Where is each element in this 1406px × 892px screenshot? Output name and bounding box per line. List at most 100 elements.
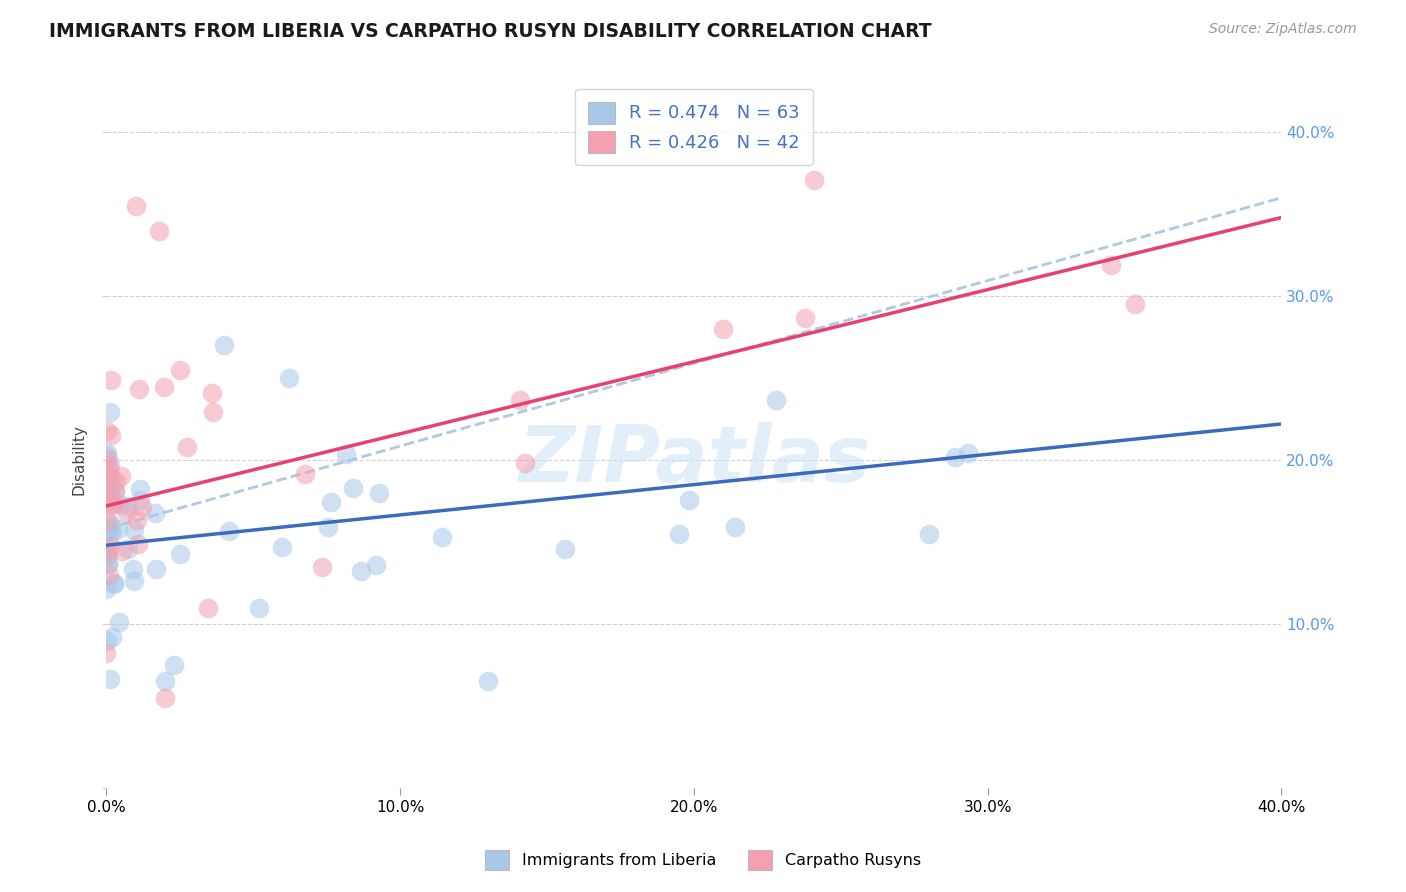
Point — [342, 481, 364, 495]
Point — [107, 522, 129, 536]
Point — [98, 523, 121, 537]
Point — [100, 472, 122, 486]
Point — [724, 520, 747, 534]
Point — [98, 461, 121, 475]
Point — [110, 469, 132, 483]
Point — [97, 533, 120, 547]
Point — [169, 363, 191, 377]
Point — [957, 446, 980, 460]
Point — [100, 498, 122, 512]
Point — [104, 483, 127, 497]
Point — [277, 371, 299, 385]
Point — [96, 425, 118, 439]
Legend: Immigrants from Liberia, Carpatho Rusyns: Immigrants from Liberia, Carpatho Rusyns — [475, 841, 931, 880]
Point — [96, 549, 118, 563]
Point — [103, 575, 125, 590]
Point — [98, 516, 121, 530]
Point — [335, 447, 357, 461]
Point — [366, 558, 388, 573]
Point — [163, 657, 186, 672]
Point — [110, 498, 132, 512]
Point — [1123, 297, 1146, 311]
Point — [100, 487, 122, 501]
Point — [129, 492, 152, 507]
Point — [477, 674, 499, 689]
Point — [97, 520, 120, 534]
Point — [367, 486, 389, 500]
Point — [96, 633, 118, 648]
Point — [294, 467, 316, 481]
Point — [148, 224, 170, 238]
Point — [319, 494, 342, 508]
Point — [98, 405, 121, 419]
Legend: R = 0.474   N = 63, R = 0.426   N = 42: R = 0.474 N = 63, R = 0.426 N = 42 — [575, 89, 813, 165]
Point — [127, 537, 149, 551]
Point — [115, 505, 138, 519]
Point — [100, 630, 122, 644]
Point — [97, 452, 120, 467]
Point — [96, 448, 118, 462]
Point — [176, 440, 198, 454]
Point — [101, 524, 124, 538]
Point — [97, 568, 120, 582]
Point — [98, 672, 121, 686]
Point — [97, 546, 120, 560]
Point — [316, 520, 339, 534]
Point — [793, 311, 815, 326]
Point — [145, 507, 167, 521]
Point — [96, 549, 118, 563]
Point — [197, 601, 219, 615]
Point — [509, 393, 531, 408]
Point — [96, 469, 118, 483]
Point — [127, 513, 149, 527]
Point — [98, 539, 121, 553]
Point — [201, 385, 224, 400]
Text: IMMIGRANTS FROM LIBERIA VS CARPATHO RUSYN DISABILITY CORRELATION CHART: IMMIGRANTS FROM LIBERIA VS CARPATHO RUSY… — [49, 22, 932, 41]
Point — [96, 487, 118, 501]
Point — [678, 493, 700, 508]
Point — [96, 446, 118, 460]
Point — [169, 547, 191, 561]
Point — [122, 523, 145, 537]
Point — [430, 530, 453, 544]
Point — [128, 482, 150, 496]
Point — [101, 497, 124, 511]
Point — [122, 562, 145, 576]
Point — [117, 541, 139, 556]
Point — [201, 405, 224, 419]
Point — [918, 526, 941, 541]
Point — [96, 494, 118, 508]
Point — [96, 646, 118, 660]
Point — [311, 560, 333, 574]
Point — [97, 466, 120, 480]
Point — [153, 690, 176, 705]
Point — [96, 582, 118, 597]
Point — [350, 564, 373, 578]
Point — [668, 526, 690, 541]
Point — [212, 338, 235, 352]
Point — [765, 392, 787, 407]
Point — [104, 484, 127, 499]
Point — [107, 615, 129, 629]
Point — [97, 557, 120, 571]
Point — [515, 456, 537, 470]
Point — [554, 542, 576, 557]
Point — [125, 199, 148, 213]
Point — [803, 173, 825, 187]
Point — [103, 576, 125, 591]
Point — [124, 574, 146, 588]
Point — [711, 322, 734, 336]
Point — [98, 458, 121, 472]
Point — [153, 674, 176, 689]
Point — [271, 541, 294, 555]
Point — [96, 541, 118, 556]
Point — [943, 450, 966, 464]
Point — [96, 514, 118, 528]
Point — [1099, 258, 1122, 272]
Point — [128, 382, 150, 396]
Point — [100, 427, 122, 442]
Point — [117, 500, 139, 514]
Point — [131, 500, 153, 514]
Text: ZIPatlas: ZIPatlas — [517, 422, 870, 498]
Point — [105, 474, 128, 488]
